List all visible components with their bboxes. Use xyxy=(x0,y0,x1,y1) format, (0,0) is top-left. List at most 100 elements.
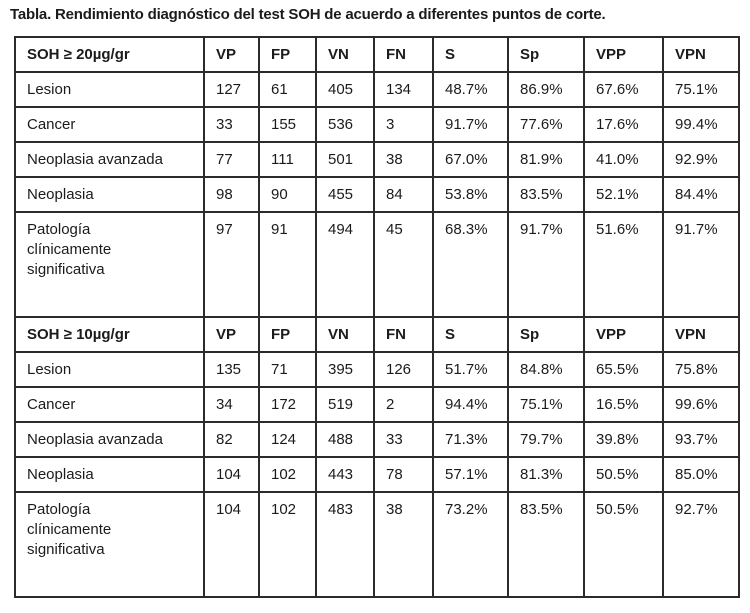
col-header-fn: FN xyxy=(373,36,434,73)
cell-vpp: 17.6% xyxy=(583,106,664,143)
cell-fn: 45 xyxy=(373,211,434,318)
cell-s: 94.4% xyxy=(432,386,509,423)
cell-fn: 38 xyxy=(373,491,434,598)
cell-vp: 104 xyxy=(203,491,260,598)
cell-sp: 81.3% xyxy=(507,456,585,493)
cell-vpp: 16.5% xyxy=(583,386,664,423)
cell-vp: 104 xyxy=(203,456,260,493)
col-header-vn: VN xyxy=(315,316,375,353)
row-label: Neoplasia xyxy=(14,456,205,493)
cell-vp: 97 xyxy=(203,211,260,318)
col-header-fp: FP xyxy=(258,316,317,353)
cell-vp: 34 xyxy=(203,386,260,423)
cell-vp: 127 xyxy=(203,71,260,108)
cell-fp: 91 xyxy=(258,211,317,318)
table-row: Neoplasia avanzada 82 124 488 33 71.3% 7… xyxy=(14,421,740,458)
cell-fp: 61 xyxy=(258,71,317,108)
cell-vpn: 85.0% xyxy=(662,456,740,493)
cell-s: 73.2% xyxy=(432,491,509,598)
cell-fp: 111 xyxy=(258,141,317,178)
cutoff-label: SOH ≥ 10µg/gr xyxy=(14,316,205,353)
cell-fp: 124 xyxy=(258,421,317,458)
col-header-vn: VN xyxy=(315,36,375,73)
section-header-row: SOH ≥ 20µg/gr VP FP VN FN S Sp VPP VPN xyxy=(14,36,740,73)
col-header-vpn: VPN xyxy=(662,36,740,73)
cell-sp: 79.7% xyxy=(507,421,585,458)
cell-vpn: 92.9% xyxy=(662,141,740,178)
col-header-sp: Sp xyxy=(507,316,585,353)
cell-sp: 91.7% xyxy=(507,211,585,318)
cell-sp: 83.5% xyxy=(507,176,585,213)
cell-vn: 494 xyxy=(315,211,375,318)
cell-vpp: 65.5% xyxy=(583,351,664,388)
cell-s: 67.0% xyxy=(432,141,509,178)
cell-vpn: 91.7% xyxy=(662,211,740,318)
cell-vp: 98 xyxy=(203,176,260,213)
cell-vpn: 93.7% xyxy=(662,421,740,458)
cell-fp: 90 xyxy=(258,176,317,213)
cell-s: 91.7% xyxy=(432,106,509,143)
cell-sp: 83.5% xyxy=(507,491,585,598)
cell-vn: 488 xyxy=(315,421,375,458)
diagnostic-table: SOH ≥ 20µg/gr VP FP VN FN S Sp VPP VPN L… xyxy=(14,36,740,598)
row-label: Patología clínicamente significativa xyxy=(14,211,205,318)
table-row: Lesion 135 71 395 126 51.7% 84.8% 65.5% … xyxy=(14,351,740,388)
col-header-sp: Sp xyxy=(507,36,585,73)
cell-vpp: 50.5% xyxy=(583,456,664,493)
row-label: Lesion xyxy=(14,351,205,388)
section-header-row: SOH ≥ 10µg/gr VP FP VN FN S Sp VPP VPN xyxy=(14,316,740,353)
cell-fn: 84 xyxy=(373,176,434,213)
cell-fn: 2 xyxy=(373,386,434,423)
cell-vn: 455 xyxy=(315,176,375,213)
cell-vn: 501 xyxy=(315,141,375,178)
col-header-s: S xyxy=(432,36,509,73)
cell-vpn: 99.6% xyxy=(662,386,740,423)
cell-fn: 126 xyxy=(373,351,434,388)
cell-vpn: 84.4% xyxy=(662,176,740,213)
cell-vn: 519 xyxy=(315,386,375,423)
row-label: Neoplasia avanzada xyxy=(14,141,205,178)
row-label: Lesion xyxy=(14,71,205,108)
row-label: Cancer xyxy=(14,386,205,423)
col-header-vpp: VPP xyxy=(583,36,664,73)
cell-vn: 483 xyxy=(315,491,375,598)
cell-vpp: 39.8% xyxy=(583,421,664,458)
table-row: Patología clínicamente significativa 104… xyxy=(14,491,740,598)
col-header-vpp: VPP xyxy=(583,316,664,353)
cell-vpp: 51.6% xyxy=(583,211,664,318)
col-header-fp: FP xyxy=(258,36,317,73)
cell-vpn: 75.8% xyxy=(662,351,740,388)
cell-fn: 134 xyxy=(373,71,434,108)
table-title: Tabla. Rendimiento diagnóstico del test … xyxy=(10,6,606,23)
table-row: Neoplasia 104 102 443 78 57.1% 81.3% 50.… xyxy=(14,456,740,493)
cell-vpn: 75.1% xyxy=(662,71,740,108)
cell-vn: 395 xyxy=(315,351,375,388)
cell-s: 53.8% xyxy=(432,176,509,213)
cell-vpp: 67.6% xyxy=(583,71,664,108)
table-row: Neoplasia 98 90 455 84 53.8% 83.5% 52.1%… xyxy=(14,176,740,213)
cutoff-label: SOH ≥ 20µg/gr xyxy=(14,36,205,73)
cell-fn: 3 xyxy=(373,106,434,143)
table-row: Cancer 34 172 519 2 94.4% 75.1% 16.5% 99… xyxy=(14,386,740,423)
cell-vpn: 99.4% xyxy=(662,106,740,143)
row-label: Patología clínicamente significativa xyxy=(14,491,205,598)
cell-vpp: 50.5% xyxy=(583,491,664,598)
table-row: Patología clínicamente significativa 97 … xyxy=(14,211,740,318)
cell-sp: 81.9% xyxy=(507,141,585,178)
cell-fn: 78 xyxy=(373,456,434,493)
col-header-s: S xyxy=(432,316,509,353)
table-row: Cancer 33 155 536 3 91.7% 77.6% 17.6% 99… xyxy=(14,106,740,143)
cell-fp: 102 xyxy=(258,456,317,493)
cell-vpp: 52.1% xyxy=(583,176,664,213)
col-header-vp: VP xyxy=(203,36,260,73)
cell-sp: 84.8% xyxy=(507,351,585,388)
cell-s: 71.3% xyxy=(432,421,509,458)
row-label: Neoplasia avanzada xyxy=(14,421,205,458)
row-label: Neoplasia xyxy=(14,176,205,213)
row-label: Cancer xyxy=(14,106,205,143)
cell-vp: 82 xyxy=(203,421,260,458)
cell-vn: 443 xyxy=(315,456,375,493)
cell-vpn: 92.7% xyxy=(662,491,740,598)
cell-fn: 33 xyxy=(373,421,434,458)
